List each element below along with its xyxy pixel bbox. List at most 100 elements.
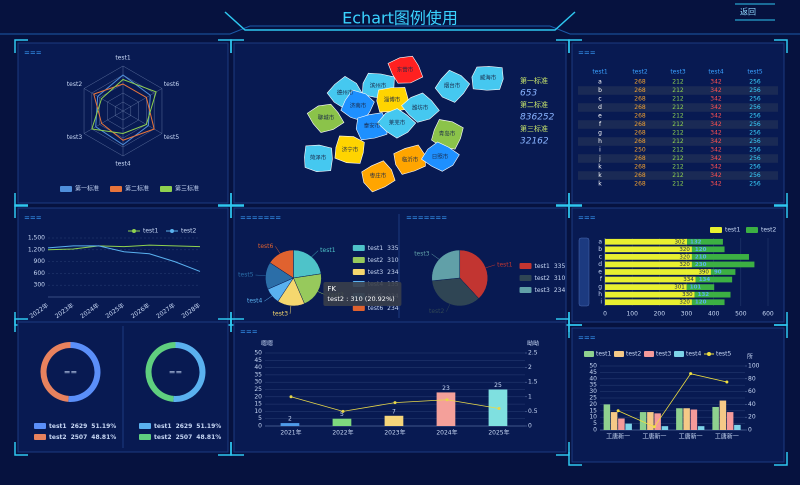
back-button[interactable]: 返回 (740, 8, 756, 17)
bar (712, 406, 719, 430)
x-tick-label: 600 (762, 311, 774, 318)
table-cell: 256 (749, 181, 761, 188)
table-header: test4 (708, 69, 724, 76)
pie-label-line (431, 253, 440, 260)
y-tick-label: 45 (254, 357, 262, 364)
x-tick-label: 2023年 (384, 429, 405, 437)
table-cell: f (599, 121, 602, 128)
y2-tick-label: 0 (528, 423, 532, 430)
y2-tick-label: 100 (748, 363, 760, 370)
table-cell: 212 (672, 172, 684, 179)
table-cell: 268 (634, 87, 646, 94)
legend-label-part: test1 (368, 245, 384, 252)
pie-slice (40, 342, 71, 402)
x-tick-label: 2025年 (488, 429, 509, 437)
bar-label: 230 (695, 262, 707, 268)
table-cell: 342 (710, 130, 722, 137)
table-cell: 342 (710, 138, 722, 145)
legend-label-part: test3 (535, 287, 551, 294)
line-series (47, 245, 201, 272)
legend-label: test3 234 (535, 287, 566, 294)
y2-tick-label: 1.5 (528, 379, 538, 386)
panel-title: === (240, 328, 258, 336)
map-region (393, 144, 426, 175)
y-tick-label: 30 (254, 379, 262, 386)
radar-indicator: test6 (164, 81, 180, 88)
legend-swatch (60, 186, 72, 192)
table-row-bg (578, 137, 778, 146)
bar (605, 299, 692, 306)
legend-label: test4 (686, 351, 702, 358)
table-header: test1 (592, 69, 608, 76)
table-cell: 250 (634, 147, 646, 154)
y-tick-label: 900 (34, 258, 46, 265)
legend-swatch (139, 423, 151, 429)
table-cell: 256 (749, 104, 761, 111)
table-cell: 268 (634, 104, 646, 111)
y-tick-label: 0 (258, 423, 262, 430)
bar-label: 320 (679, 254, 690, 260)
table-cell: e (598, 113, 602, 120)
radar-spoke (122, 110, 163, 134)
line-point (725, 380, 729, 384)
y-tick-label: 20 (589, 401, 597, 408)
table-cell: 256 (749, 87, 761, 94)
pie-slice (293, 273, 322, 305)
pie-label-line (264, 295, 273, 302)
bar (639, 412, 647, 430)
map-region-label: 淄博市 (384, 96, 401, 104)
legend-label: test1 2629 51.19% (154, 423, 221, 430)
table-cell: k (598, 164, 602, 171)
legend-label: 第三标准 (175, 185, 199, 193)
bar (695, 276, 733, 283)
bar-label: 7 (392, 408, 396, 415)
table-cell: 212 (672, 138, 684, 145)
y2-tick-label: 20 (748, 414, 756, 421)
y2-tick-label: 80 (748, 375, 756, 382)
table-cell: 212 (672, 130, 684, 137)
bar (687, 238, 723, 245)
x-tick-label: 0 (603, 311, 607, 318)
table-cell: 342 (710, 121, 722, 128)
bar (605, 261, 692, 268)
y-tick-label: f (600, 276, 603, 283)
legend-label: test2 310 (368, 257, 399, 264)
legend-label: test2 310 (535, 275, 566, 282)
bar-label: 320 (679, 262, 690, 268)
legend-label: test2 (181, 228, 197, 235)
bar (690, 409, 698, 430)
pie-slice (293, 249, 322, 279)
table-cell: 256 (749, 147, 761, 154)
legend-label: test1 335 (535, 263, 566, 270)
legend-swatch (110, 186, 122, 192)
bar-label: 90 (714, 270, 722, 276)
legend-label: 第二标准 (125, 185, 149, 193)
legend-label: test1 (596, 351, 612, 358)
table-cell: 256 (749, 172, 761, 179)
table-cell: 268 (634, 130, 646, 137)
panel (233, 321, 567, 453)
radar-indicator: test2 (67, 81, 83, 88)
legend-swatch (746, 227, 758, 233)
map-region-label: 德州市 (337, 89, 354, 97)
legend-label: test1 (143, 228, 159, 235)
y-tick-label: 45 (589, 369, 597, 376)
legend-swatch (34, 434, 46, 440)
map-region-label: 菏泽市 (310, 154, 327, 162)
map-legend-name: 第三标准 (520, 124, 548, 133)
legend-dot (170, 229, 174, 233)
legend-label: 第一标准 (75, 185, 99, 193)
table-cell: 212 (672, 87, 684, 94)
pie-slice (269, 249, 294, 279)
table-cell: 212 (672, 121, 684, 128)
legend-label: test2 (626, 351, 642, 358)
y-tick-label: c (599, 253, 602, 260)
y-axis-title: 嗯嗯 (261, 341, 273, 348)
radar-spoke (83, 88, 124, 112)
x-tick-label: 400 (708, 311, 720, 318)
map-region (376, 87, 409, 113)
panel-title: === (578, 214, 596, 222)
table-cell: 342 (710, 181, 722, 188)
panel-title: ======= (240, 214, 281, 222)
